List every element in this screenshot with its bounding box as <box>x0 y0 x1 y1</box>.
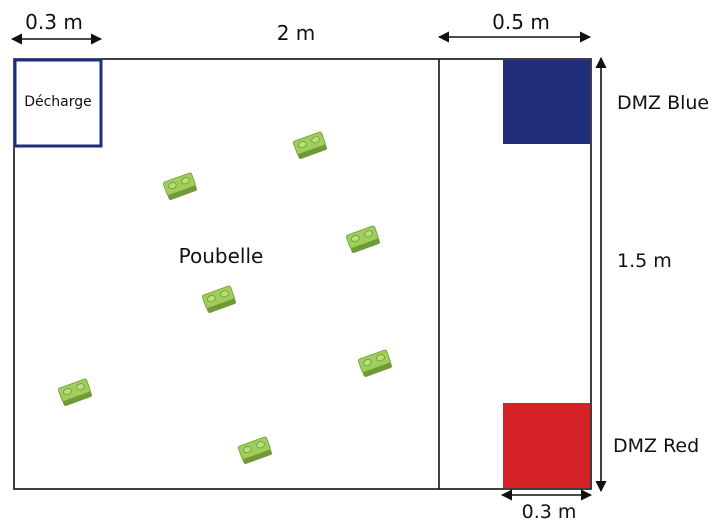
field-outline <box>13 58 592 490</box>
dim-height-label: 1.5 m <box>617 250 672 272</box>
dim-width-label: 2 m <box>277 21 316 45</box>
brick-icon <box>201 285 236 313</box>
brick-icon <box>345 225 380 253</box>
poubelle-label: Poubelle <box>179 244 264 268</box>
brick-icon <box>57 378 92 406</box>
dim-bottom-label: 0.3 m <box>522 501 577 523</box>
brick-icon <box>292 131 327 159</box>
bricks-group <box>57 131 392 464</box>
brick-icon <box>162 172 197 200</box>
dmz-red-zone <box>503 403 590 488</box>
dmz-blue-label: DMZ Blue <box>617 92 709 114</box>
brick-icon <box>237 436 272 464</box>
dim-left-top-label: 0.3 m <box>25 10 83 34</box>
decharge-box <box>13 58 103 148</box>
dim-right-top-label: 0.5 m <box>492 10 550 34</box>
dmz-blue-zone <box>503 60 590 144</box>
dmz-red-label: DMZ Red <box>613 435 699 457</box>
decharge-label: Décharge <box>24 94 92 110</box>
brick-icon <box>357 349 392 377</box>
